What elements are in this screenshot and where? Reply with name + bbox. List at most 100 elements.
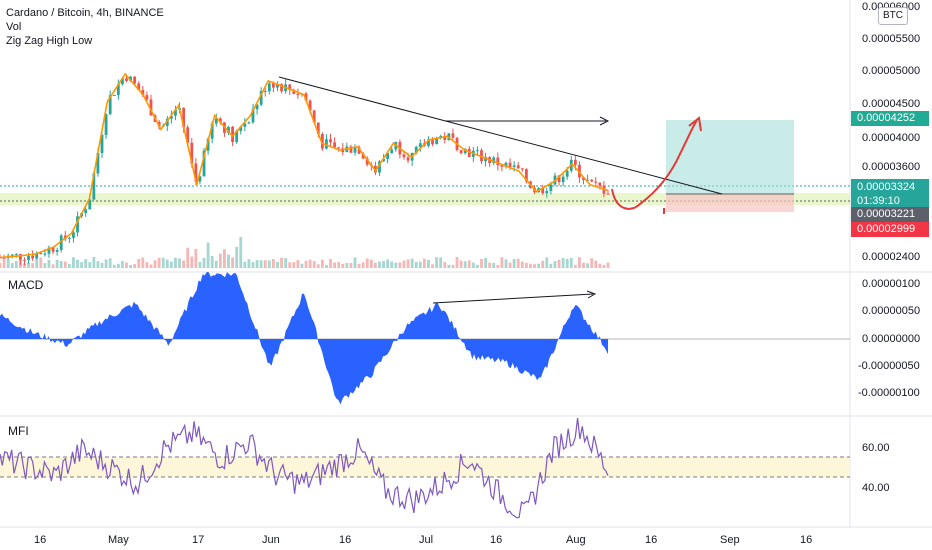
candle-body — [296, 93, 300, 95]
candle-body — [19, 254, 22, 260]
mfi-band — [0, 457, 850, 477]
zigzag-indicator-label[interactable]: Zig Zag High Low — [6, 35, 93, 47]
candle-body — [210, 123, 214, 139]
volume-bar — [255, 260, 259, 268]
volume-bar — [300, 263, 304, 268]
volume-bar — [598, 263, 602, 268]
candle-body — [308, 100, 312, 111]
candle-body — [349, 146, 353, 153]
candle-body — [129, 76, 132, 81]
volume-bar — [198, 262, 202, 268]
volume-bar — [112, 264, 116, 268]
volume-bar — [565, 258, 569, 268]
price-axis-label: 0.00005000 — [862, 65, 920, 77]
volume-bar — [280, 257, 283, 268]
candle-body — [27, 255, 30, 261]
candle-body — [239, 126, 243, 131]
volume-bar — [349, 262, 353, 268]
volume-bar — [59, 261, 63, 268]
volume-bar — [418, 261, 422, 268]
volume-bar — [239, 237, 243, 268]
volume-bar — [516, 258, 520, 268]
candle-body — [55, 250, 59, 252]
candle-body — [386, 153, 390, 159]
candle-body — [227, 126, 230, 133]
macd-divergence-line[interactable] — [432, 293, 594, 304]
volume-bar — [267, 260, 271, 268]
volume-bar — [476, 264, 479, 268]
currency-button[interactable]: BTC — [878, 7, 908, 25]
candle-body — [141, 90, 145, 96]
candle-body — [182, 107, 186, 128]
volume-bar — [369, 259, 373, 268]
time-axis-label: 16 — [34, 534, 46, 546]
last-price-tag: 0.00003324 01:39:10 — [851, 179, 929, 209]
volume-bar — [47, 259, 51, 268]
volume-bar — [10, 263, 14, 268]
descending-trendline[interactable] — [278, 76, 723, 195]
volume-bar — [227, 254, 230, 268]
macd-axis-label: 0.00000100 — [862, 278, 920, 290]
volume-bar — [202, 257, 206, 268]
time-axis-label: 16 — [645, 534, 657, 546]
volume-bar — [357, 263, 361, 268]
mfi-pane-title[interactable]: MFI — [8, 424, 29, 438]
volume-bar — [247, 259, 251, 268]
volume-bar — [541, 260, 545, 268]
candle-body — [145, 95, 149, 100]
candle-body — [451, 133, 455, 138]
volume-bar — [67, 263, 71, 268]
mfi-axis-label: 60.00 — [862, 442, 890, 454]
candle-body — [304, 93, 308, 101]
macd-pane-title[interactable]: MACD — [8, 278, 44, 292]
volume-bar — [6, 258, 10, 268]
volume-bar — [582, 262, 585, 268]
candle-body — [508, 162, 512, 167]
volume-bar — [174, 257, 177, 268]
volume-bar — [467, 260, 471, 268]
volume-bar — [27, 262, 30, 268]
symbol-title[interactable]: Cardano / Bitcoin, 4h, BINANCE — [6, 7, 164, 19]
price-axis-label: 0.00003600 — [862, 161, 920, 173]
volume-bar — [292, 262, 296, 268]
volume-bar — [43, 263, 47, 268]
candle-body — [431, 139, 434, 145]
volume-bar — [165, 259, 169, 268]
volume-bar — [218, 253, 222, 268]
volume-bar — [435, 257, 439, 268]
candle-body — [251, 109, 255, 123]
projected-path-annotation[interactable] — [611, 119, 698, 210]
volume-bar — [39, 257, 43, 268]
candle-body — [582, 177, 585, 181]
volume-bar — [410, 258, 414, 268]
volume-bar — [484, 257, 487, 268]
candle-body — [443, 136, 447, 140]
volume-bar — [96, 261, 100, 268]
volume-bar — [23, 263, 26, 268]
volume-bar — [129, 264, 132, 268]
volume-bar — [431, 264, 434, 268]
volume-bar — [153, 260, 157, 268]
chart-legend: Cardano / Bitcoin, 4h, BINANCE Vol Zig Z… — [6, 6, 164, 48]
candle-body — [512, 165, 516, 167]
volume-bar — [594, 260, 598, 268]
candle-body — [194, 163, 198, 182]
volume-bar — [455, 257, 459, 268]
candle-body — [382, 158, 385, 162]
candle-body — [280, 84, 283, 92]
volume-bar — [186, 247, 190, 268]
volume-bar — [76, 259, 79, 268]
volume-bar — [316, 264, 320, 268]
volume-bar — [422, 258, 426, 268]
candle-body — [186, 127, 190, 143]
volume-bar — [72, 257, 75, 268]
candle-body — [276, 84, 279, 88]
candle-body — [198, 176, 202, 182]
volume-indicator-label[interactable]: Vol — [6, 21, 22, 33]
candle-body — [390, 149, 394, 154]
candle-body — [104, 114, 108, 135]
candle-body — [414, 146, 418, 153]
last-price-value: 0.00003324 — [857, 181, 916, 193]
macd-axis-label: 0.00000050 — [862, 305, 920, 317]
